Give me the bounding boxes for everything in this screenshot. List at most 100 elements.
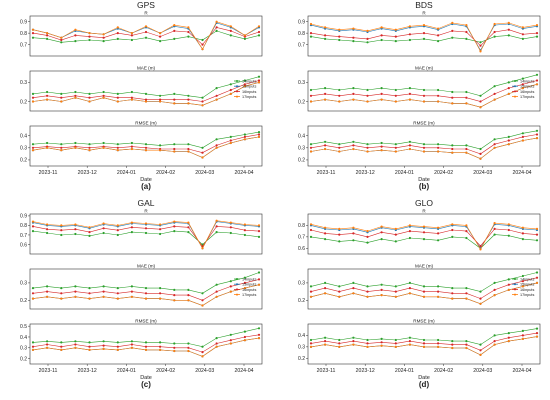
- y-tick-label: 0.7: [20, 233, 27, 239]
- data-point-17inputs: [46, 295, 49, 298]
- data-point-14inputs: [257, 235, 261, 238]
- data-point-14inputs: [229, 231, 232, 235]
- data-point-14inputs: [408, 281, 411, 284]
- legend-marker-15inputs: [514, 85, 516, 88]
- data-point-17inputs: [422, 225, 426, 228]
- data-point-17inputs: [408, 98, 411, 101]
- data-point-16inputs: [159, 98, 162, 101]
- subplot-label: R: [422, 11, 426, 16]
- legend-marker-14inputs: [236, 80, 238, 82]
- data-point-16inputs: [394, 342, 397, 345]
- data-point-14inputs: [479, 147, 482, 151]
- data-point-16inputs: [408, 230, 411, 233]
- data-point-16inputs: [229, 339, 232, 342]
- data-point-16inputs: [394, 35, 397, 38]
- data-point-16inputs: [88, 231, 91, 234]
- data-point-16inputs: [493, 340, 496, 343]
- data-point-17inputs: [507, 288, 510, 291]
- data-point-14inputs: [187, 231, 190, 234]
- data-point-17inputs: [257, 25, 261, 28]
- data-point-16inputs: [309, 290, 313, 293]
- data-point-14inputs: [88, 234, 91, 237]
- data-point-17inputs: [422, 150, 426, 153]
- data-point-17inputs: [130, 346, 133, 349]
- data-point-16inputs: [408, 144, 411, 147]
- data-point-16inputs: [479, 297, 482, 300]
- data-point-14inputs: [366, 143, 369, 146]
- data-point-14inputs: [159, 287, 162, 290]
- data-point-16inputs: [352, 36, 355, 39]
- data-point-14inputs: [257, 131, 261, 134]
- data-point-14inputs: [394, 240, 397, 243]
- data-point-16inputs: [324, 34, 327, 37]
- data-point-17inputs: [201, 304, 204, 307]
- data-point-14inputs: [507, 234, 510, 237]
- data-point-17inputs: [215, 219, 218, 222]
- data-point-16inputs: [187, 294, 190, 297]
- data-point-16inputs: [309, 146, 313, 149]
- subplot-frame: [307, 323, 541, 365]
- x-tick-label: 2024-04: [234, 368, 253, 374]
- data-point-14inputs: [465, 144, 468, 147]
- subplot-frame: [29, 323, 263, 365]
- data-point-14inputs: [437, 40, 440, 43]
- data-point-16inputs: [46, 34, 49, 37]
- data-point-16inputs: [187, 147, 190, 151]
- data-point-16inputs: [493, 227, 496, 230]
- data-point-16inputs: [507, 228, 510, 232]
- data-point-17inputs: [159, 348, 162, 351]
- data-point-14inputs: [229, 333, 232, 336]
- x-tick-label: 2023-11: [39, 368, 58, 374]
- data-point-16inputs: [408, 33, 411, 36]
- data-point-17inputs: [479, 302, 482, 305]
- subplot-mae: MAE (m) 0.2 0.3 14inputs15inputs16inputs17i…: [20, 264, 263, 310]
- data-point-17inputs: [535, 281, 539, 284]
- data-point-17inputs: [46, 31, 49, 35]
- data-point-16inputs: [243, 135, 246, 138]
- data-point-17inputs: [229, 221, 232, 224]
- panel-caption: (b): [419, 182, 430, 191]
- legend-label-14inputs: 14inputs: [520, 80, 534, 84]
- y-tick-label: 0.2: [298, 298, 305, 304]
- data-point-14inputs: [46, 340, 49, 343]
- data-point-16inputs: [535, 332, 539, 335]
- data-point-16inputs: [215, 290, 218, 293]
- legend-label-17inputs: 17inputs: [520, 293, 534, 297]
- data-point-16inputs: [521, 83, 524, 86]
- data-point-17inputs: [31, 348, 35, 351]
- data-point-16inputs: [521, 280, 524, 283]
- data-point-16inputs: [229, 139, 232, 142]
- legend-marker-17inputs: [514, 95, 516, 98]
- data-point-17inputs: [338, 150, 341, 153]
- data-point-14inputs: [309, 285, 313, 288]
- data-point-16inputs: [130, 226, 133, 229]
- data-point-14inputs: [173, 288, 176, 291]
- data-point-14inputs: [215, 337, 218, 340]
- data-point-16inputs: [422, 31, 426, 35]
- legend-marker-17inputs: [236, 95, 238, 98]
- legend-marker-16inputs: [514, 288, 516, 291]
- data-point-14inputs: [507, 135, 510, 138]
- data-point-14inputs: [422, 238, 426, 241]
- data-point-14inputs: [31, 341, 35, 344]
- data-point-17inputs: [394, 150, 397, 153]
- data-point-14inputs: [130, 90, 133, 94]
- data-point-16inputs: [31, 225, 35, 228]
- data-point-16inputs: [507, 283, 510, 286]
- series-line-14inputs: [32, 328, 260, 348]
- data-point-14inputs: [201, 243, 204, 246]
- data-point-14inputs: [507, 34, 510, 37]
- series-line-14inputs: [32, 131, 260, 149]
- data-point-17inputs: [338, 227, 341, 230]
- x-axis-label: Date: [418, 375, 430, 381]
- data-point-16inputs: [422, 94, 426, 97]
- legend-label-15inputs: 15inputs: [242, 283, 256, 287]
- data-point-14inputs: [201, 146, 204, 149]
- data-point-17inputs: [507, 223, 510, 226]
- data-point-14inputs: [366, 41, 369, 44]
- data-point-14inputs: [257, 271, 261, 274]
- data-point-16inputs: [201, 299, 204, 302]
- data-point-16inputs: [88, 146, 91, 149]
